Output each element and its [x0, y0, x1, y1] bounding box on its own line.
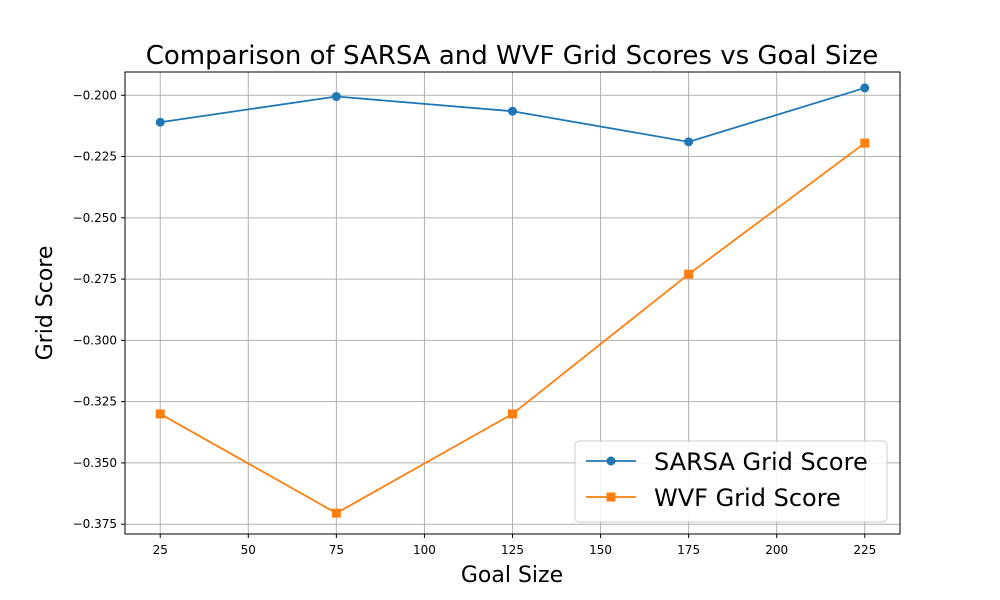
grid-lines: [125, 72, 900, 534]
x-tick-label: 50: [241, 543, 256, 557]
data-point: [155, 117, 165, 127]
y-tick-label: −0.375: [73, 517, 117, 531]
x-tick-label: 175: [677, 543, 700, 557]
legend-label: WVF Grid Score: [654, 484, 841, 512]
data-point: [860, 83, 870, 93]
x-tick-label: 25: [153, 543, 168, 557]
y-tick-label: −0.300: [73, 333, 117, 347]
data-point: [331, 508, 341, 518]
data-point: [508, 409, 517, 419]
x-axis-label: Goal Size: [461, 563, 563, 588]
y-tick-label: −0.275: [73, 272, 117, 286]
chart-title: Comparison of SARSA and WVF Grid Scores …: [146, 41, 879, 71]
legend-marker: [606, 456, 616, 466]
data-point: [684, 269, 694, 279]
y-tick-label: −0.325: [73, 395, 117, 409]
x-tick-label: 125: [501, 543, 524, 557]
data-point: [684, 137, 694, 147]
y-tick-label: −0.350: [73, 456, 117, 470]
series-sarsa: [155, 83, 870, 147]
legend-box: [574, 440, 888, 523]
x-tick-label: 225: [853, 543, 876, 557]
legend-marker: [606, 492, 616, 502]
y-tick-label: −0.225: [73, 150, 117, 164]
data-point: [860, 138, 870, 148]
x-tick-label: 150: [589, 543, 612, 557]
legend-label: SARSA Grid Score: [654, 448, 868, 476]
x-axis-ticks: 25 50 75 100 125 150 175 200 225: [153, 534, 876, 557]
series-layer: [155, 83, 870, 518]
x-tick-label: 200: [765, 543, 788, 557]
legend: SARSA Grid Score WVF Grid Score: [574, 440, 888, 523]
x-tick-label: 75: [329, 543, 344, 557]
data-point: [155, 409, 165, 419]
y-tick-label: −0.250: [73, 211, 117, 225]
data-point: [508, 106, 517, 116]
x-tick-label: 100: [413, 543, 436, 557]
y-tick-label: −0.200: [73, 88, 117, 102]
data-point: [331, 92, 341, 102]
y-axis-label: Grid Score: [33, 246, 58, 361]
y-axis-ticks: −0.200 −0.225 −0.250 −0.275 −0.300 −0.325 −0.3…: [73, 88, 125, 531]
series-wvf: [155, 138, 870, 518]
